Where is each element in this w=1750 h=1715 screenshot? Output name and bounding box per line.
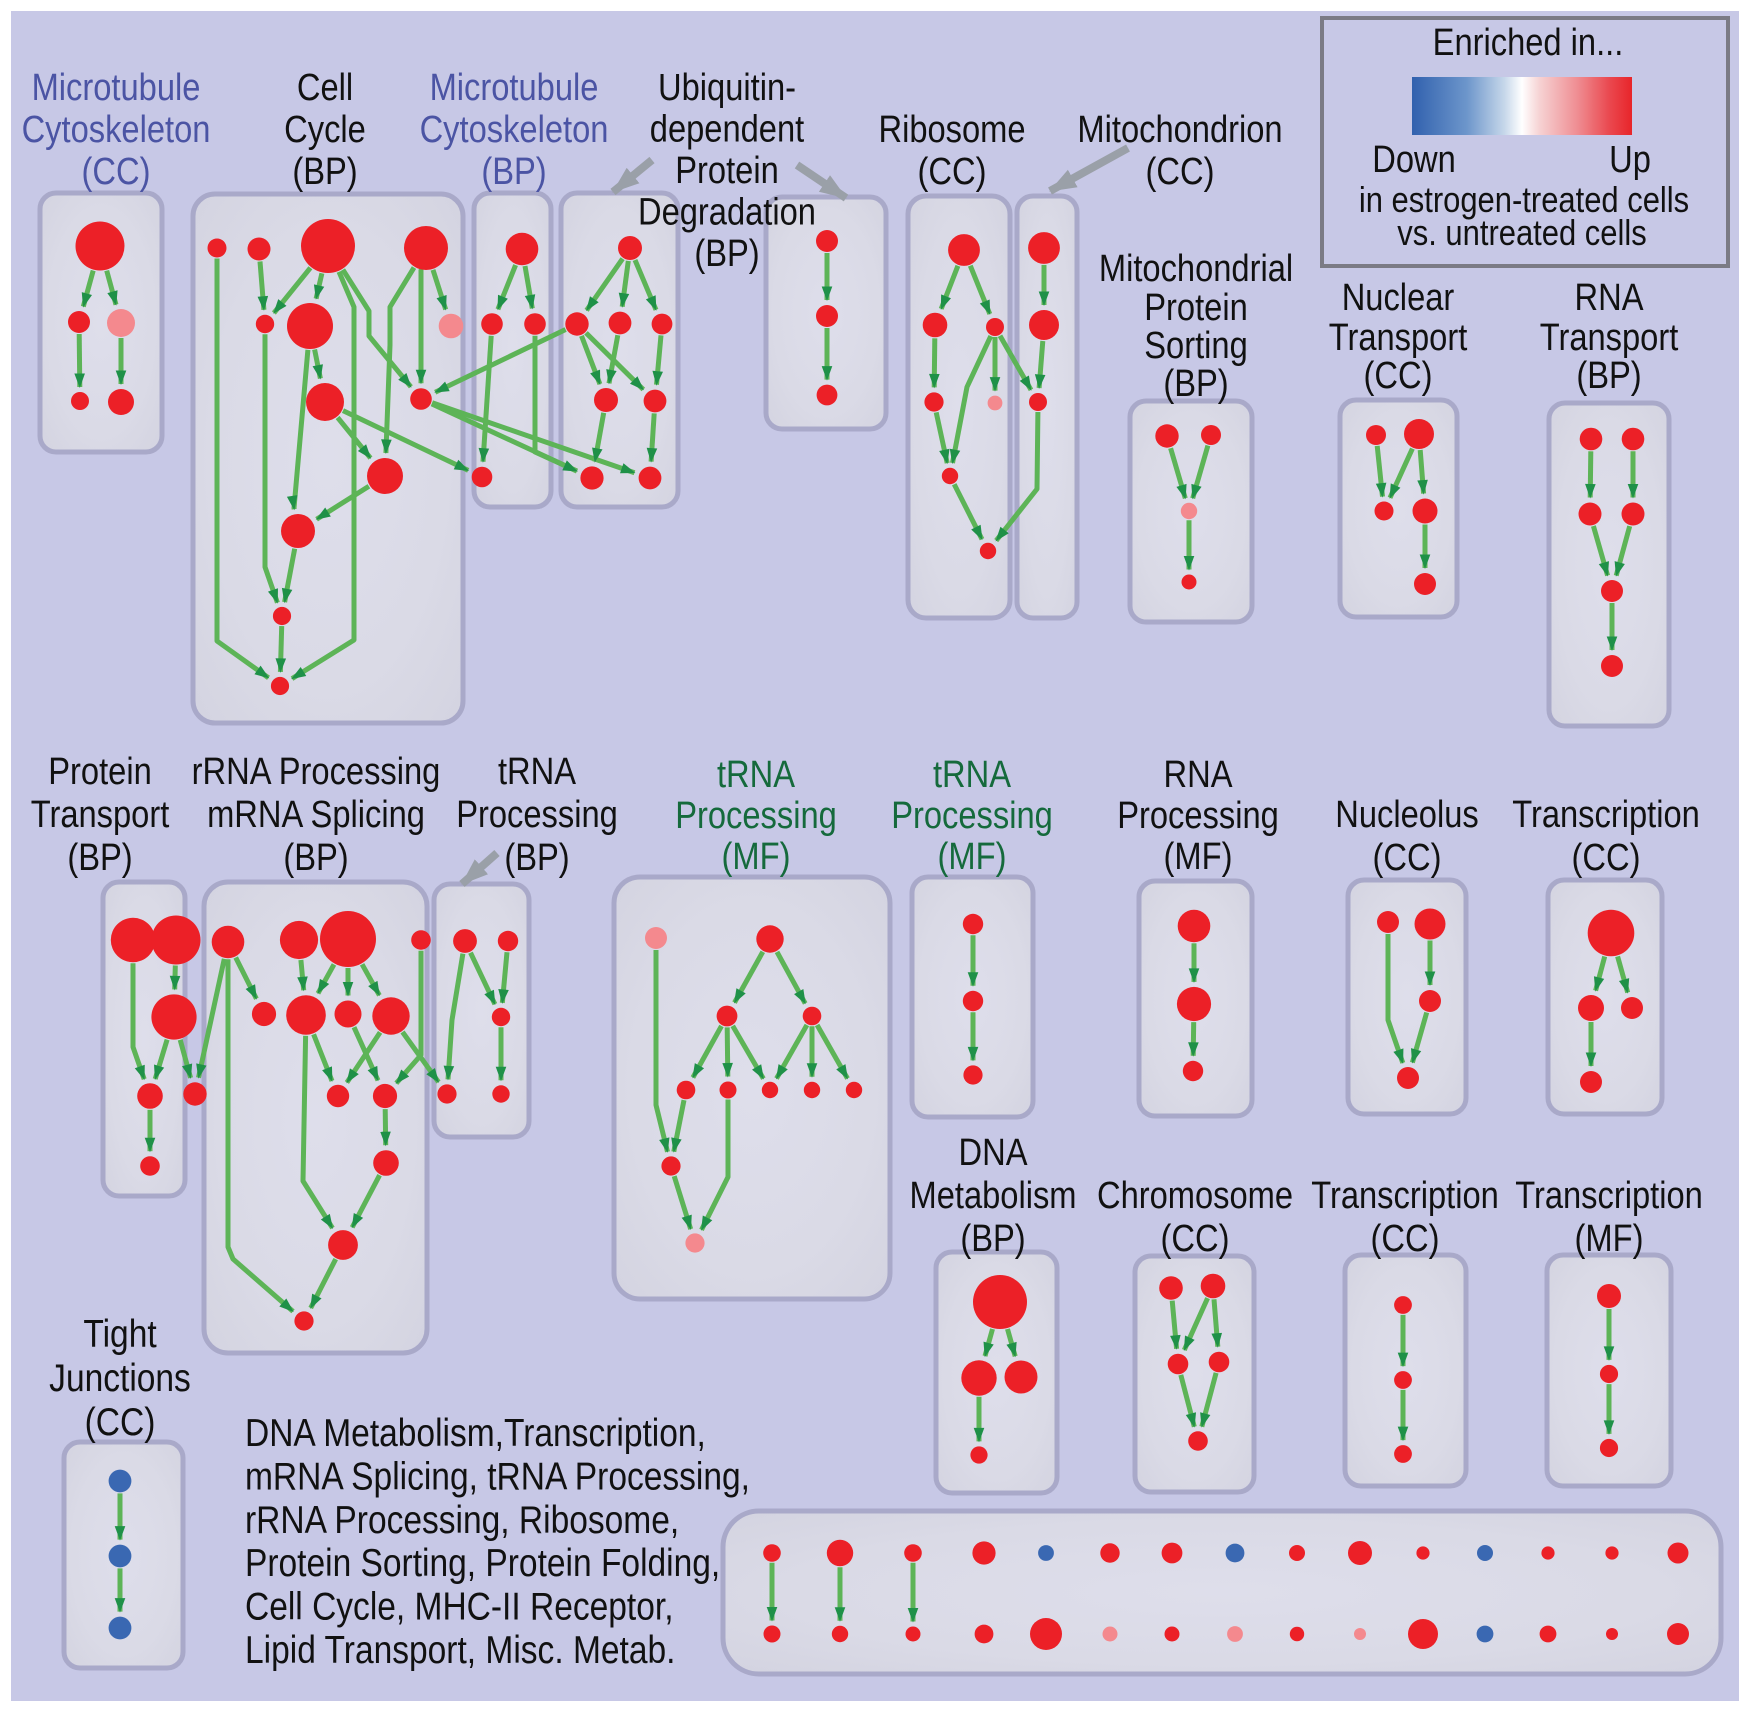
svg-text:Junctions: Junctions [49, 1356, 191, 1400]
svg-text:(BP): (BP) [1576, 354, 1641, 397]
svg-text:(CC): (CC) [1161, 1217, 1230, 1260]
svg-text:Ribosome: Ribosome [878, 108, 1025, 151]
svg-text:Cytoskeleton: Cytoskeleton [420, 108, 609, 151]
svg-text:(BP): (BP) [283, 836, 348, 879]
svg-text:DNA: DNA [959, 1131, 1028, 1174]
svg-text:(BP): (BP) [694, 232, 759, 275]
svg-text:RNA: RNA [1575, 276, 1644, 319]
svg-text:(CC): (CC) [1371, 1217, 1440, 1260]
svg-text:Transcription: Transcription [1311, 1174, 1499, 1217]
svg-text:rRNA Processing, Ribosome,: rRNA Processing, Ribosome, [245, 1497, 679, 1541]
svg-text:(BP): (BP) [960, 1217, 1025, 1260]
svg-text:Protein Sorting, Protein Foldi: Protein Sorting, Protein Folding, [245, 1541, 720, 1585]
svg-text:(CC): (CC) [1146, 150, 1215, 193]
svg-text:Sorting: Sorting [1144, 324, 1247, 367]
svg-text:RNA: RNA [1164, 753, 1233, 796]
svg-text:(CC): (CC) [1364, 354, 1433, 397]
svg-text:tRNA: tRNA [717, 753, 795, 796]
svg-text:(MF): (MF) [1575, 1217, 1644, 1260]
svg-text:Cell Cycle, MHC-II Receptor,: Cell Cycle, MHC-II Receptor, [245, 1584, 674, 1628]
svg-text:Microtubule: Microtubule [430, 66, 599, 109]
svg-text:vs. untreated cells: vs. untreated cells [1397, 214, 1646, 254]
svg-text:(BP): (BP) [67, 836, 132, 879]
svg-text:Mitochondrion: Mitochondrion [1077, 108, 1282, 151]
svg-text:Transcription: Transcription [1515, 1174, 1703, 1217]
svg-text:(BP): (BP) [1163, 362, 1228, 405]
svg-text:Cytoskeleton: Cytoskeleton [22, 108, 211, 151]
svg-text:Protein: Protein [48, 750, 151, 793]
svg-text:Tight: Tight [83, 1312, 156, 1356]
svg-text:(CC): (CC) [1373, 836, 1442, 879]
svg-text:Transport: Transport [1329, 316, 1468, 359]
svg-text:(CC): (CC) [1572, 836, 1641, 879]
svg-text:(BP): (BP) [481, 150, 546, 193]
svg-text:Processing: Processing [675, 794, 837, 837]
svg-text:Microtubule: Microtubule [32, 66, 201, 109]
svg-text:Enriched in...: Enriched in... [1433, 21, 1624, 64]
svg-text:mRNA Splicing, tRNA Processing: mRNA Splicing, tRNA Processing, [245, 1454, 750, 1498]
svg-text:Down: Down [1372, 138, 1456, 181]
svg-text:Up: Up [1609, 138, 1651, 181]
svg-text:Nucleolus: Nucleolus [1335, 793, 1478, 836]
svg-text:Processing: Processing [456, 793, 618, 836]
svg-text:Protein: Protein [1144, 286, 1247, 329]
svg-text:(MF): (MF) [938, 835, 1007, 878]
svg-text:in estrogen-treated cells: in estrogen-treated cells [1359, 181, 1689, 221]
svg-text:Protein: Protein [675, 149, 778, 192]
svg-text:Cell: Cell [297, 66, 353, 109]
svg-text:(BP): (BP) [292, 150, 357, 193]
svg-text:Degradation: Degradation [638, 190, 816, 233]
svg-text:dependent: dependent [650, 107, 805, 150]
svg-text:Transcription: Transcription [1512, 793, 1700, 836]
svg-text:Processing: Processing [891, 794, 1053, 837]
svg-text:(MF): (MF) [1164, 835, 1233, 878]
svg-text:mRNA Splicing: mRNA Splicing [207, 793, 425, 836]
svg-text:Metabolism: Metabolism [909, 1174, 1076, 1217]
svg-text:DNA Metabolism,Transcription,: DNA Metabolism,Transcription, [245, 1411, 706, 1455]
svg-text:Transport: Transport [31, 793, 170, 836]
svg-text:(CC): (CC) [918, 150, 987, 193]
svg-text:Lipid Transport, Misc. Metab.: Lipid Transport, Misc. Metab. [245, 1628, 675, 1672]
svg-text:Cycle: Cycle [284, 108, 366, 151]
svg-text:(BP): (BP) [504, 836, 569, 879]
svg-text:(MF): (MF) [722, 835, 791, 878]
svg-text:Processing: Processing [1117, 794, 1279, 837]
svg-text:Mitochondrial: Mitochondrial [1099, 247, 1293, 290]
svg-text:Nuclear: Nuclear [1342, 276, 1455, 319]
svg-text:(CC): (CC) [82, 150, 151, 193]
svg-text:tRNA: tRNA [498, 750, 576, 793]
svg-text:Transport: Transport [1540, 316, 1679, 359]
svg-text:Ubiquitin-: Ubiquitin- [658, 66, 796, 109]
svg-text:Chromosome: Chromosome [1097, 1174, 1293, 1217]
svg-text:(CC): (CC) [85, 1400, 156, 1444]
svg-text:tRNA: tRNA [933, 753, 1011, 796]
svg-text:rRNA Processing: rRNA Processing [192, 750, 441, 793]
